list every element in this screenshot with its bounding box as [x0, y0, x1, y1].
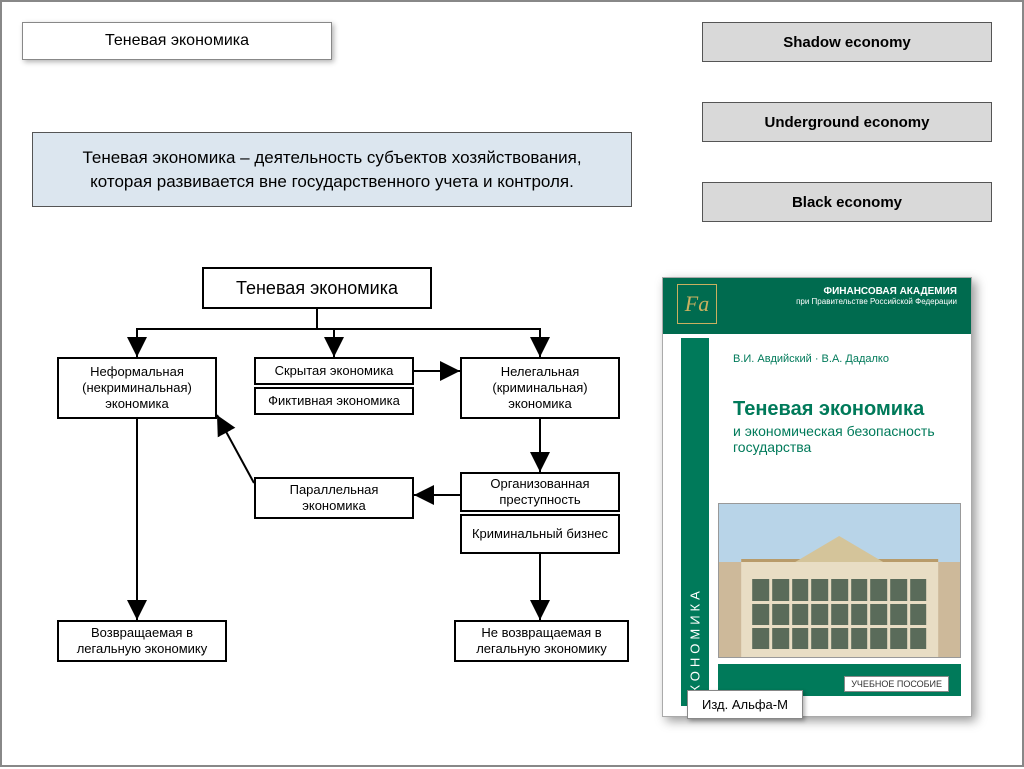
book-authors: В.И. Авдийский · В.А. Дадалко — [733, 353, 889, 365]
book-title-main: Теневая экономика — [733, 398, 953, 421]
flow-node-illegal: Нелегальная (криминальная) экономика — [460, 357, 620, 419]
book-illustration — [718, 503, 961, 658]
book-header: Fa ФИНАНСОВАЯ АКАДЕМИЯ при Правительстве… — [663, 278, 971, 334]
book-title: Теневая экономика и экономическая безопа… — [733, 398, 953, 455]
definition-box: Теневая экономика – деятельность субъект… — [32, 132, 632, 207]
flow-node-return: Возвращаемая в легальную экономику — [57, 620, 227, 662]
book-cover: Fa ФИНАНСОВАЯ АКАДЕМИЯ при Правительстве… — [662, 277, 972, 717]
flow-node-orgcrime: Организованная преступность — [460, 472, 620, 512]
flow-node-hidden: Скрытая экономика — [254, 357, 414, 385]
slide-title: Теневая экономика — [22, 22, 332, 60]
flow-node-root: Теневая экономика — [202, 267, 432, 309]
publisher-label: Изд. Альфа-М — [687, 690, 803, 719]
translation-box-3: Black economy — [702, 182, 992, 222]
book-title-sub: и экономическая безопасность государства — [733, 423, 953, 455]
flow-node-fictive: Фиктивная экономика — [254, 387, 414, 415]
flow-node-crimbiz: Криминальный бизнес — [460, 514, 620, 554]
book-series-label: УЧЕБНОЕ ПОСОБИЕ — [844, 676, 949, 692]
book-logo: Fa — [677, 284, 717, 324]
flow-node-informal: Неформальная (некриминальная) экономика — [57, 357, 217, 419]
flow-node-noreturn: Не возвращаемая в легальную экономику — [454, 620, 629, 662]
book-spine: ЭКОНОМИКА — [681, 338, 709, 706]
translation-box-2: Underground economy — [702, 102, 992, 142]
translation-box-1: Shadow economy — [702, 22, 992, 62]
flow-node-parallel: Параллельная экономика — [254, 477, 414, 519]
